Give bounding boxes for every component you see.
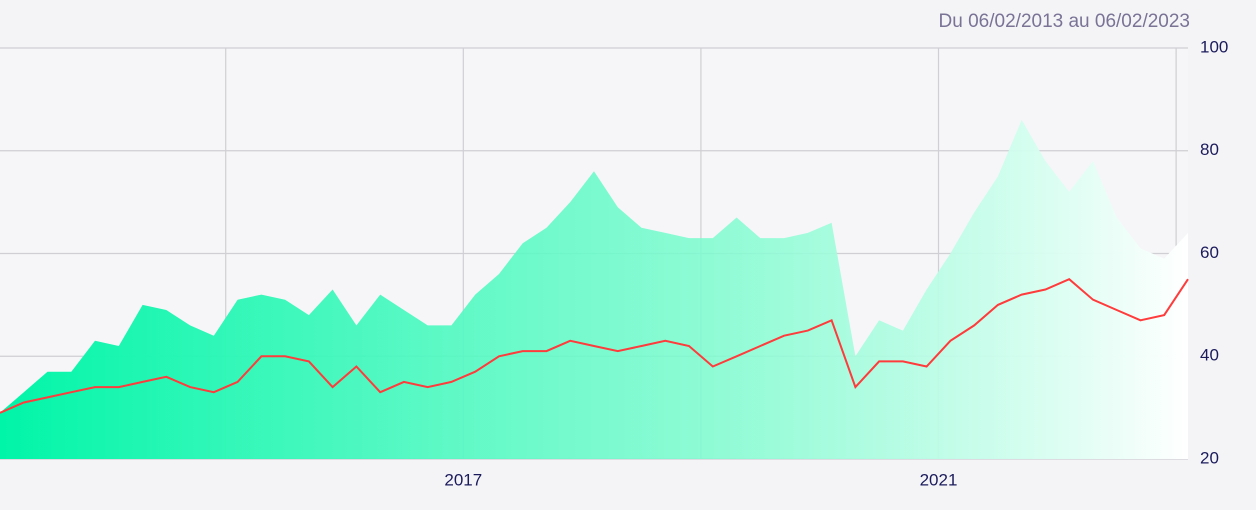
area	[0, 119, 1188, 460]
y-tick-label: 60	[1200, 243, 1219, 262]
y-tick-label: 100	[1200, 37, 1228, 56]
y-tick-label: 40	[1200, 346, 1219, 365]
y-tick-label: 20	[1200, 448, 1219, 467]
line	[0, 278, 1189, 414]
x-tick-label: 2017	[444, 470, 482, 489]
chart-subtitle: Du 06/02/2013 au 06/02/2023	[939, 11, 1190, 32]
y-tick-label: 80	[1200, 140, 1219, 159]
x-tick-label: 2021	[920, 470, 958, 489]
